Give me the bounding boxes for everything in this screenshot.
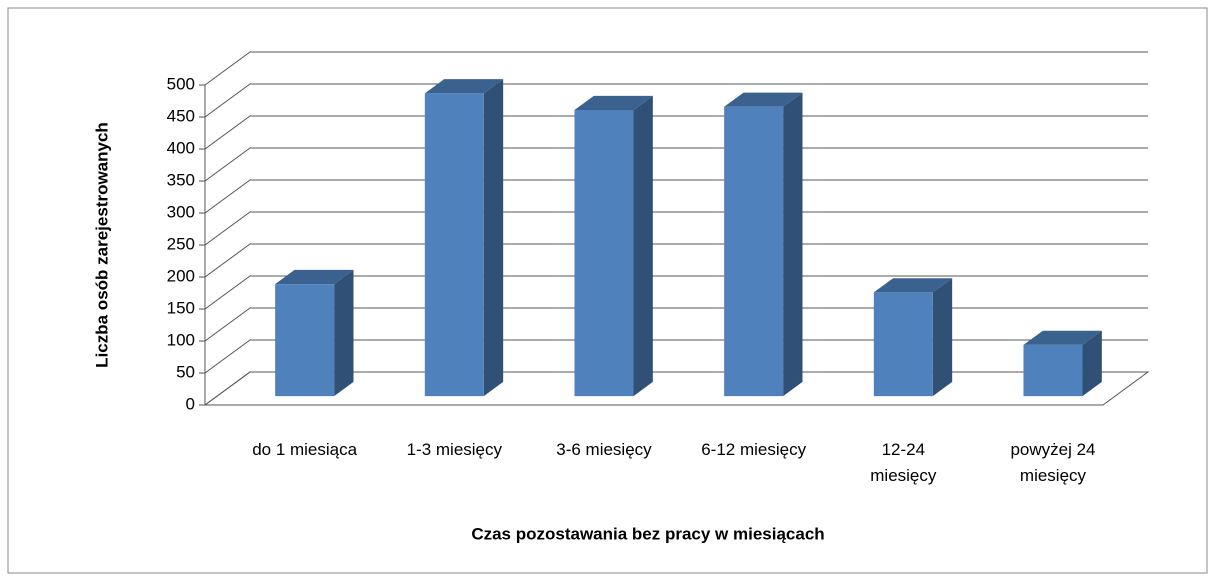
y-tick-label: 150: [167, 298, 195, 317]
grid-line: [204, 339, 1148, 374]
x-tick-label: powyżej 24 miesięcy: [1010, 440, 1096, 485]
bar-side: [334, 269, 354, 397]
bar-side: [783, 92, 803, 397]
x-tick-label: 6-12 miesięcy: [701, 440, 807, 459]
bar-top: [275, 269, 354, 285]
y-tick-label: 450: [167, 106, 195, 125]
grid-line: [204, 211, 1148, 246]
bar-top: [724, 92, 803, 107]
bar-side: [932, 278, 953, 397]
bar: [724, 106, 784, 397]
x-tick-label: 1-3 miesięcy: [406, 440, 503, 459]
bar: [275, 284, 335, 397]
bar-top: [574, 95, 653, 111]
bar-top: [1023, 330, 1102, 345]
y-tick-label: 400: [167, 138, 195, 157]
x-tick-label: 12-24 miesięcy: [870, 440, 937, 485]
y-tick-label: 350: [167, 170, 195, 189]
grid-line: [204, 115, 1148, 150]
y-tick-label: 500: [167, 74, 195, 93]
y-axis-title: Liczba osób zarejestrowanych: [92, 122, 111, 368]
x-axis-title: Czas pozostawania bez pracy w miesiącach: [471, 524, 824, 543]
bar-side: [1082, 330, 1102, 397]
bar-top: [873, 278, 953, 293]
bar: [873, 292, 933, 397]
y-tick-label: 50: [176, 362, 195, 381]
bar-side: [483, 79, 504, 397]
x-tick-label: 3-6 miesięcy: [556, 440, 652, 459]
grid-line: [204, 243, 1148, 278]
y-tick-label: 200: [167, 266, 195, 285]
grid-line: [204, 179, 1148, 214]
y-tick-label: 300: [167, 202, 195, 221]
bar-top: [424, 79, 504, 94]
grid-line: [204, 51, 1148, 86]
grid-line: [204, 275, 1148, 310]
grid-line: [204, 147, 1148, 182]
y-tick-label: 0: [186, 394, 195, 413]
grid-line: [204, 371, 1148, 406]
bar: [574, 110, 634, 397]
x-tick-label: do 1 miesiąca: [252, 440, 358, 459]
bar: [1023, 344, 1083, 397]
grid-line: [204, 83, 1148, 118]
bar-side: [633, 95, 653, 397]
y-tick-label: 100: [167, 330, 195, 349]
grid-line: [204, 307, 1148, 342]
bar: [424, 93, 484, 397]
y-tick-label: 250: [167, 234, 195, 253]
